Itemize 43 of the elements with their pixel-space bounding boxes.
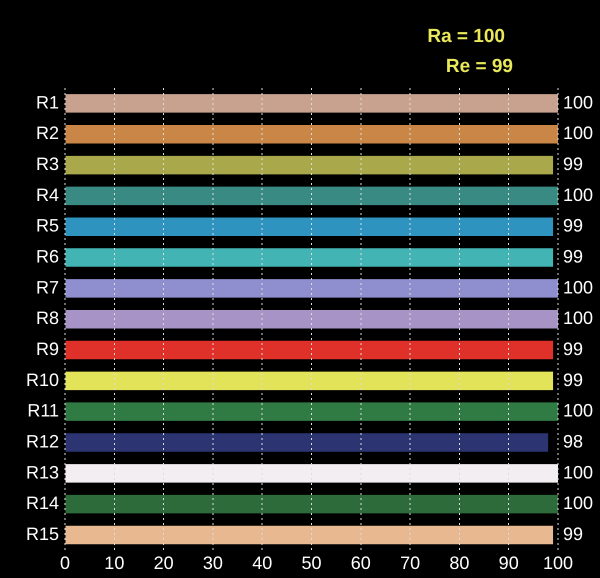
data-label: 99 (563, 154, 584, 174)
x-tick-label: 100 (542, 553, 574, 574)
data-label: 99 (563, 524, 584, 544)
text: Re = 99 (444, 55, 513, 79)
data-label: 100 (563, 493, 594, 514)
data-label: 100 (563, 277, 594, 298)
y-tick-label: R2 (36, 123, 60, 144)
data-label: 100 (563, 92, 594, 112)
x-tick-label: 90 (498, 553, 519, 574)
y-tick-label: R9 (36, 338, 60, 359)
data-label: 99 (563, 338, 584, 359)
y-tick-label: R7 (36, 277, 60, 298)
y-tick-label: R5 (36, 216, 60, 236)
y-tick-label: R14 (26, 493, 60, 514)
data-label: 100 (563, 400, 594, 421)
y-tick-label: R11 (27, 400, 60, 421)
text: Ra = 100 (427, 25, 505, 49)
x-tick-label: 0 (60, 553, 70, 574)
x-tick-label: 10 (104, 553, 124, 574)
x-tick-label: 40 (252, 553, 272, 574)
x-tick-label: 60 (350, 553, 371, 574)
y-tick-label: R10 (26, 370, 60, 390)
data-label: 99 (563, 246, 584, 267)
x-tick-label: 30 (202, 553, 223, 574)
data-label: 100 (563, 184, 594, 205)
y-tick-label: R8 (36, 308, 60, 328)
y-tick-label: R15 (26, 524, 60, 544)
x-tick-label: 50 (301, 553, 322, 574)
x-tick-label: 80 (449, 553, 470, 574)
x-tick-label: 70 (400, 553, 420, 574)
data-label: 100 (563, 308, 594, 328)
y-tick-label: R4 (36, 184, 60, 205)
y-tick-label: R3 (36, 154, 60, 174)
data-label: 98 (563, 431, 584, 452)
y-tick-label: R12 (26, 431, 60, 452)
y-tick-label: R6 (36, 246, 60, 267)
y-tick-label: R13 (26, 462, 60, 482)
data-label: 100 (563, 462, 594, 482)
y-tick-label: R1 (36, 92, 60, 112)
data-label: 100 (563, 123, 594, 144)
data-label: 99 (563, 216, 584, 236)
data-label: 99 (563, 370, 584, 390)
x-tick-label: 20 (154, 553, 174, 574)
